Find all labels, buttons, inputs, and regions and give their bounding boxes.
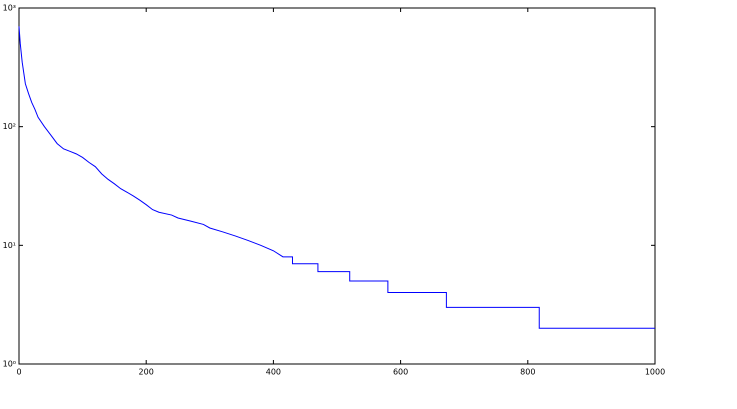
y-tick-label: 10³ [3,4,16,13]
y-tick-label: 10² [3,122,16,131]
x-tick-label: 1000 [645,368,665,377]
plot-frame [18,7,656,365]
x-tick-label: 800 [520,368,535,377]
x-tick-label: 400 [266,368,281,377]
y-tick-label: 10¹ [3,241,16,250]
y-tick-label: 10⁰ [3,360,16,369]
x-tick-label: 600 [393,368,408,377]
x-tick-label: 0 [16,368,21,377]
x-tick-label: 200 [139,368,154,377]
data-line [18,26,655,329]
